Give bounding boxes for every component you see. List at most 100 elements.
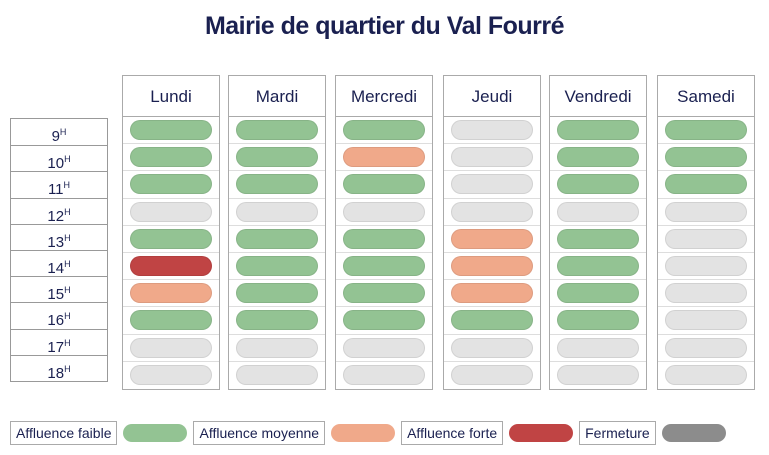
status-pill-faible xyxy=(557,120,639,141)
legend-swatch-moyenne xyxy=(331,424,396,442)
status-pill-faible xyxy=(130,228,212,249)
status-pill-faible xyxy=(236,147,318,168)
status-pill-forte xyxy=(130,256,212,277)
day-header: Jeudi xyxy=(444,76,540,117)
status-pill-faible xyxy=(343,174,425,195)
status-pill-vide xyxy=(343,365,425,386)
time-slot xyxy=(336,144,432,172)
status-pill-faible xyxy=(343,120,425,141)
time-slot xyxy=(550,253,646,281)
time-slot xyxy=(444,117,540,145)
time-slot xyxy=(229,171,325,199)
time-slot xyxy=(123,199,219,226)
status-pill-faible xyxy=(130,174,212,195)
time-slot xyxy=(444,199,540,226)
time-slot xyxy=(444,280,540,308)
time-slot xyxy=(444,253,540,281)
status-pill-vide xyxy=(236,365,318,386)
time-slot xyxy=(550,117,646,145)
time-slot xyxy=(550,335,646,362)
hour-label: 9H xyxy=(51,127,67,145)
status-pill-moyenne xyxy=(130,283,212,304)
legend-swatch-fermeture xyxy=(661,424,726,442)
day-column-samedi: Samedi xyxy=(657,75,755,390)
hour-label: 15H xyxy=(11,276,107,303)
time-slot xyxy=(444,171,540,199)
time-slot xyxy=(444,144,540,172)
time-slot xyxy=(123,117,219,145)
hours-column: 9H 10H 11H 12H 13H 14H 15H 16H 17H 18H xyxy=(10,118,108,382)
day-header: Lundi xyxy=(123,76,219,117)
time-slot xyxy=(336,362,432,389)
hour-label: 16H xyxy=(11,302,107,329)
legend: Affluence faible Affluence moyenne Affluen… xyxy=(10,421,732,445)
status-pill-vide xyxy=(451,337,533,358)
time-slot xyxy=(550,171,646,199)
status-pill-vide xyxy=(665,256,747,277)
day-header: Mardi xyxy=(229,76,325,117)
time-slot xyxy=(123,171,219,199)
day-header: Vendredi xyxy=(550,76,646,117)
legend-label: Fermeture xyxy=(579,421,656,445)
status-pill-moyenne xyxy=(451,228,533,249)
status-pill-vide xyxy=(451,147,533,168)
time-slot xyxy=(229,117,325,145)
legend-swatch-faible xyxy=(123,424,188,442)
time-slot xyxy=(123,253,219,281)
time-slot xyxy=(444,362,540,389)
page-title: Mairie de quartier du Val Fourré xyxy=(204,12,565,40)
time-slot xyxy=(550,226,646,253)
time-slot xyxy=(123,226,219,253)
status-pill-faible xyxy=(343,256,425,277)
time-slot xyxy=(444,226,540,253)
status-pill-faible xyxy=(665,120,747,141)
status-pill-vide xyxy=(451,365,533,386)
status-pill-vide xyxy=(451,120,533,141)
time-slot xyxy=(123,335,219,362)
time-slot xyxy=(658,307,754,335)
time-slot xyxy=(550,144,646,172)
time-slot xyxy=(658,226,754,253)
time-slot xyxy=(444,335,540,362)
status-pill-faible xyxy=(130,147,212,168)
status-pill-vide xyxy=(130,337,212,358)
time-slot xyxy=(123,144,219,172)
time-slot xyxy=(229,362,325,389)
status-pill-faible xyxy=(236,310,318,331)
hour-label: 17H xyxy=(11,328,107,356)
status-pill-vide xyxy=(665,201,747,222)
day-column-lundi: Lundi xyxy=(122,75,220,390)
status-pill-faible xyxy=(557,256,639,277)
time-slot xyxy=(336,117,432,145)
time-slot xyxy=(658,171,754,199)
status-pill-faible xyxy=(451,310,533,331)
status-pill-faible xyxy=(236,228,318,249)
status-pill-faible xyxy=(557,147,639,168)
time-slot xyxy=(336,280,432,308)
status-pill-faible xyxy=(236,120,318,141)
time-slot xyxy=(229,335,325,362)
status-pill-vide xyxy=(451,174,533,195)
time-slot xyxy=(123,362,219,389)
status-pill-vide xyxy=(557,365,639,386)
status-pill-vide xyxy=(236,337,318,358)
status-pill-vide xyxy=(665,365,747,386)
legend-label: Affluence forte xyxy=(401,421,504,445)
status-pill-faible xyxy=(557,283,639,304)
time-slot xyxy=(550,280,646,308)
time-slot xyxy=(658,144,754,172)
day-column-mercredi: Mercredi xyxy=(335,75,433,390)
hour-label: 10H xyxy=(11,145,107,172)
status-pill-faible xyxy=(343,283,425,304)
legend-swatch-forte xyxy=(509,424,574,442)
legend-label: Affluence faible xyxy=(10,421,118,445)
hour-label: 18H xyxy=(11,354,107,382)
time-slot xyxy=(336,335,432,362)
status-pill-vide xyxy=(130,365,212,386)
status-pill-faible xyxy=(236,174,318,195)
time-slot xyxy=(658,280,754,308)
time-slot xyxy=(658,117,754,145)
time-slot xyxy=(229,280,325,308)
time-slot xyxy=(550,199,646,226)
status-pill-vide xyxy=(665,310,747,331)
